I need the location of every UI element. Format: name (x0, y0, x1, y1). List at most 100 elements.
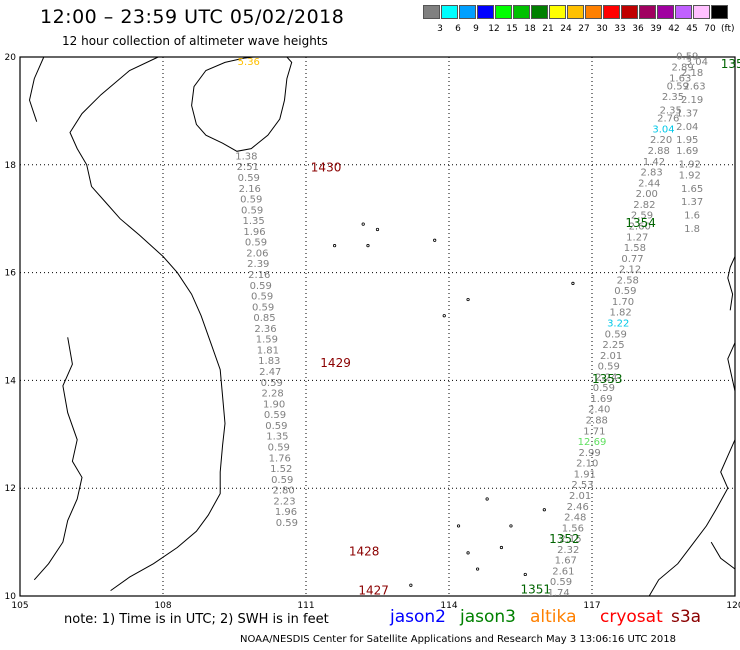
scale-swatch-12 (639, 5, 656, 19)
swh-value-jason3-27: 2.59 (631, 211, 653, 222)
swh-value-jason3-0: 0.59 (676, 52, 698, 63)
time-label-1355: 1355 (721, 57, 740, 71)
scale-swatch-11 (621, 5, 638, 19)
swh-value-jason3-16: 2.88 (648, 146, 670, 157)
swh-value-jason3-52: 2.10 (576, 459, 598, 470)
time-label-1352: 1352 (549, 532, 580, 546)
swh-value-jason3-36: 0.59 (614, 286, 636, 297)
coastline-0 (69, 56, 226, 592)
scale-label-33: 33 (614, 24, 626, 34)
scale-units: (ft) (721, 24, 735, 34)
swh-value-cryosat-27: 1.35 (266, 432, 288, 443)
lat-tick-18: 18 (5, 161, 17, 171)
swh-value-jason3-47: 2.40 (588, 405, 610, 416)
coastline-5 (727, 342, 736, 392)
map-frame (19, 56, 736, 597)
scale-label-6: 6 (455, 24, 461, 34)
credit-line: NOAA/NESDIS Center for Satellite Applica… (240, 634, 676, 645)
swh-value-cryosat-22: 0.59 (261, 378, 283, 389)
scale-label-42: 42 (668, 24, 680, 34)
satellite-s3a: s3a (671, 607, 702, 627)
coastline-6 (648, 439, 736, 597)
swh-value-jason3-51: 2.99 (578, 448, 600, 459)
time-label-1430: 1430 (311, 160, 342, 174)
island-16 (571, 281, 575, 285)
swh-value-jason3-32: 1.58 (624, 243, 646, 254)
swh-value-cryosat-14: 0.59 (251, 292, 273, 303)
swh-value-jason3-42: 2.01 (600, 351, 622, 362)
island-13 (485, 497, 489, 501)
swh-value-cryosat-8: 1.96 (243, 227, 265, 238)
coastline-4 (727, 256, 736, 311)
scale-label-12: 12 (488, 24, 500, 34)
scale-label-3: 3 (437, 24, 443, 34)
swh-value-jason3-15: 1.95 (676, 135, 698, 146)
scale-swatch-14 (675, 5, 692, 19)
swh-value-jason3-7: 2.35 (662, 92, 684, 103)
scale-swatch-2 (459, 5, 476, 19)
swh-value-jason3-3: 2.18 (681, 68, 703, 79)
swh-value-jason3-38: 1.82 (609, 308, 631, 319)
scale-swatch-3 (477, 5, 494, 19)
swh-value-cryosat-10: 2.06 (246, 248, 268, 259)
island-1 (366, 244, 370, 248)
scale-label-70: 70 (704, 24, 716, 34)
swh-value-jason3-58: 1.56 (562, 523, 584, 534)
swh-value-cryosat-20: 1.83 (258, 356, 280, 367)
swh-value-cryosat-16: 0.85 (253, 313, 275, 324)
lat-tick-10: 10 (5, 592, 17, 602)
swh-value-jason3-60: 2.32 (557, 545, 579, 556)
time-label-1351: 1351 (521, 582, 552, 596)
swh-value-jason3-53: 1.91 (574, 469, 596, 480)
island-5 (466, 297, 470, 302)
swh-value-jason3-30: 1.8 (684, 224, 700, 235)
scale-swatch-4 (495, 5, 512, 19)
scale-label-27: 27 (578, 24, 590, 34)
scale-swatch-15 (693, 5, 710, 19)
scale-swatch-13 (657, 5, 674, 19)
swh-value-jason3-64: 1.74 (547, 588, 569, 599)
scale-label-24: 24 (560, 24, 572, 34)
swh-value-cryosat-0: 5.36 (238, 57, 260, 68)
swh-value-jason3-55: 2.01 (569, 491, 591, 502)
island-3 (332, 244, 337, 248)
swh-value-jason3-31: 1.27 (626, 232, 648, 243)
swh-value-cryosat-18: 1.59 (256, 335, 278, 346)
swh-value-cryosat-11: 2.39 (247, 259, 269, 270)
swh-value-cryosat-6: 0.59 (241, 205, 263, 216)
swh-value-jason3-62: 2.61 (552, 566, 574, 577)
swh-value-jason3-57: 2.48 (564, 513, 586, 524)
swh-value-jason3-12: 3.04 (652, 125, 674, 136)
swh-value-jason3-59: 2.15 (559, 534, 581, 545)
island-4 (433, 238, 437, 242)
swh-value-jason3-24: 2.00 (636, 189, 658, 200)
satellite-jason2: jason2 (390, 607, 446, 627)
swh-value-jason3-46: 1.69 (590, 394, 612, 405)
time-label-1427: 1427 (358, 583, 389, 597)
island-7 (456, 524, 461, 528)
swh-value-jason3-1: 3.04 (686, 57, 708, 68)
swh-value-jason3-48: 2.88 (586, 416, 608, 427)
swh-value-jason3-63: 0.59 (550, 577, 572, 588)
lon-tick-108: 108 (154, 601, 171, 611)
scale-label-21: 21 (542, 24, 554, 34)
time-label-1428: 1428 (349, 545, 380, 559)
coastline-1 (28, 56, 45, 122)
satellite-altika: altika (530, 607, 577, 627)
swh-value-jason3-43: 0.59 (598, 362, 620, 373)
swh-value-cryosat-28: 0.59 (268, 443, 290, 454)
swh-value-jason3-34: 2.12 (619, 265, 641, 276)
swh-value-cryosat-32: 2.80 (272, 486, 294, 497)
swh-value-jason3-39: 3.22 (607, 319, 629, 330)
swh-value-cryosat-31: 0.59 (271, 475, 293, 486)
scale-label-36: 36 (632, 24, 644, 34)
swh-value-cryosat-3: 0.59 (238, 173, 260, 184)
scale-swatch-1 (441, 5, 458, 19)
island-10 (499, 545, 504, 550)
swh-value-cryosat-30: 1.52 (270, 464, 292, 475)
swh-value-cryosat-23: 2.28 (261, 389, 283, 400)
island-11 (509, 524, 513, 528)
swh-value-cryosat-4: 2.16 (239, 184, 261, 195)
scale-swatch-6 (531, 5, 548, 19)
swh-value-jason3-9: 2.35 (660, 106, 682, 117)
